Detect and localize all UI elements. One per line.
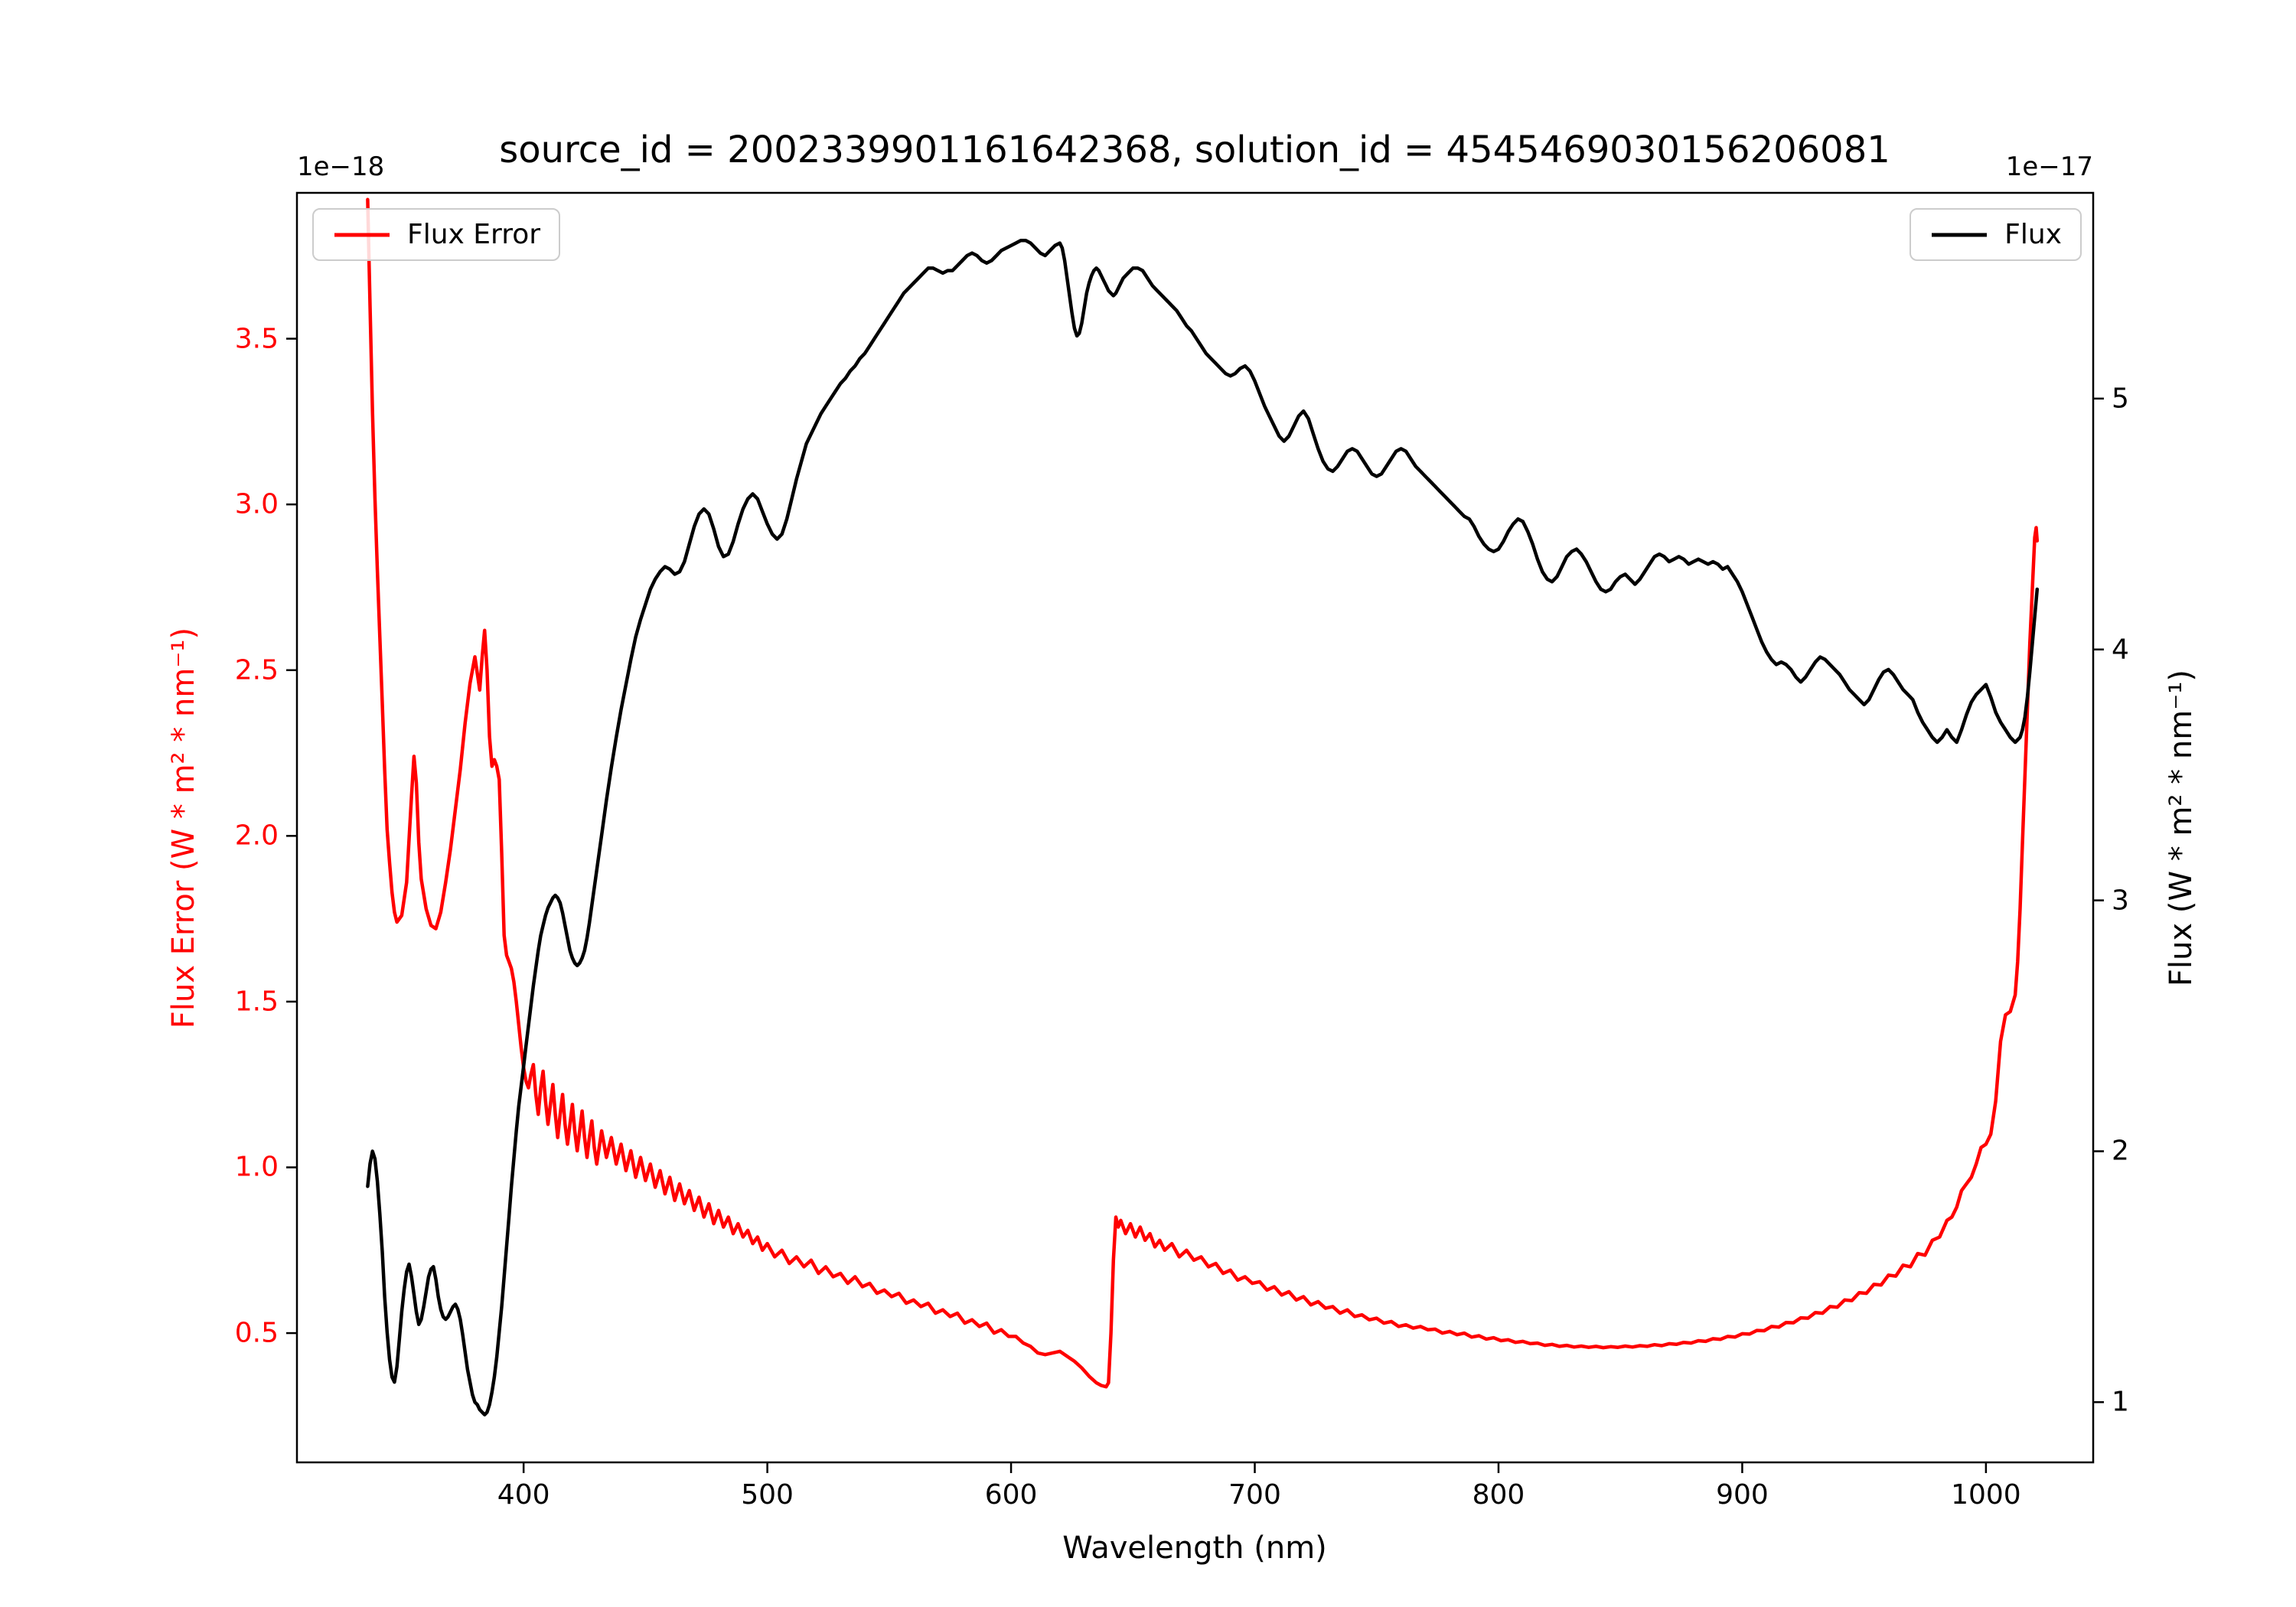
right-axis-offset-label: 1e−17 (2005, 152, 2093, 182)
left-axis-offset-label: 1e−18 (297, 152, 385, 182)
legend-flux-error: Flux Error (312, 208, 561, 261)
legend-flux-label: Flux (2004, 219, 2062, 250)
flux-error-line (366, 197, 2040, 1389)
flux-line (366, 239, 2040, 1416)
flux-error-legend-line-icon (334, 233, 390, 236)
right-y-axis-label: Flux (W * m² * nm⁻¹) (2164, 670, 2199, 986)
left-y-axis-label: Flux Error (W * m² * nm⁻¹) (166, 627, 201, 1029)
x-axis-label: Wavelength (nm) (1062, 1530, 1327, 1566)
chart-title: source_id = 2002339901161642368, solutio… (499, 129, 1890, 171)
legend-flux: Flux (1910, 208, 2082, 261)
axes-frame (295, 191, 2095, 1464)
flux-legend-line-icon (1932, 233, 1988, 236)
legend-flux-error-label: Flux Error (407, 219, 541, 250)
